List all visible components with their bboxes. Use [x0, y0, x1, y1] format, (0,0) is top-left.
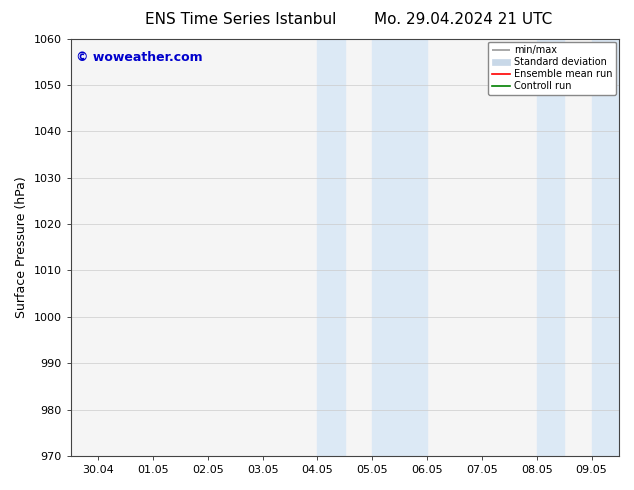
- Bar: [372, 39, 427, 456]
- Bar: [537, 39, 564, 456]
- Text: ENS Time Series Istanbul: ENS Time Series Istanbul: [145, 12, 337, 27]
- Bar: [592, 39, 619, 456]
- Text: Mo. 29.04.2024 21 UTC: Mo. 29.04.2024 21 UTC: [373, 12, 552, 27]
- Y-axis label: Surface Pressure (hPa): Surface Pressure (hPa): [15, 176, 28, 318]
- Legend: min/max, Standard deviation, Ensemble mean run, Controll run: min/max, Standard deviation, Ensemble me…: [488, 42, 616, 95]
- Text: © woweather.com: © woweather.com: [76, 51, 203, 64]
- Bar: [318, 39, 345, 456]
